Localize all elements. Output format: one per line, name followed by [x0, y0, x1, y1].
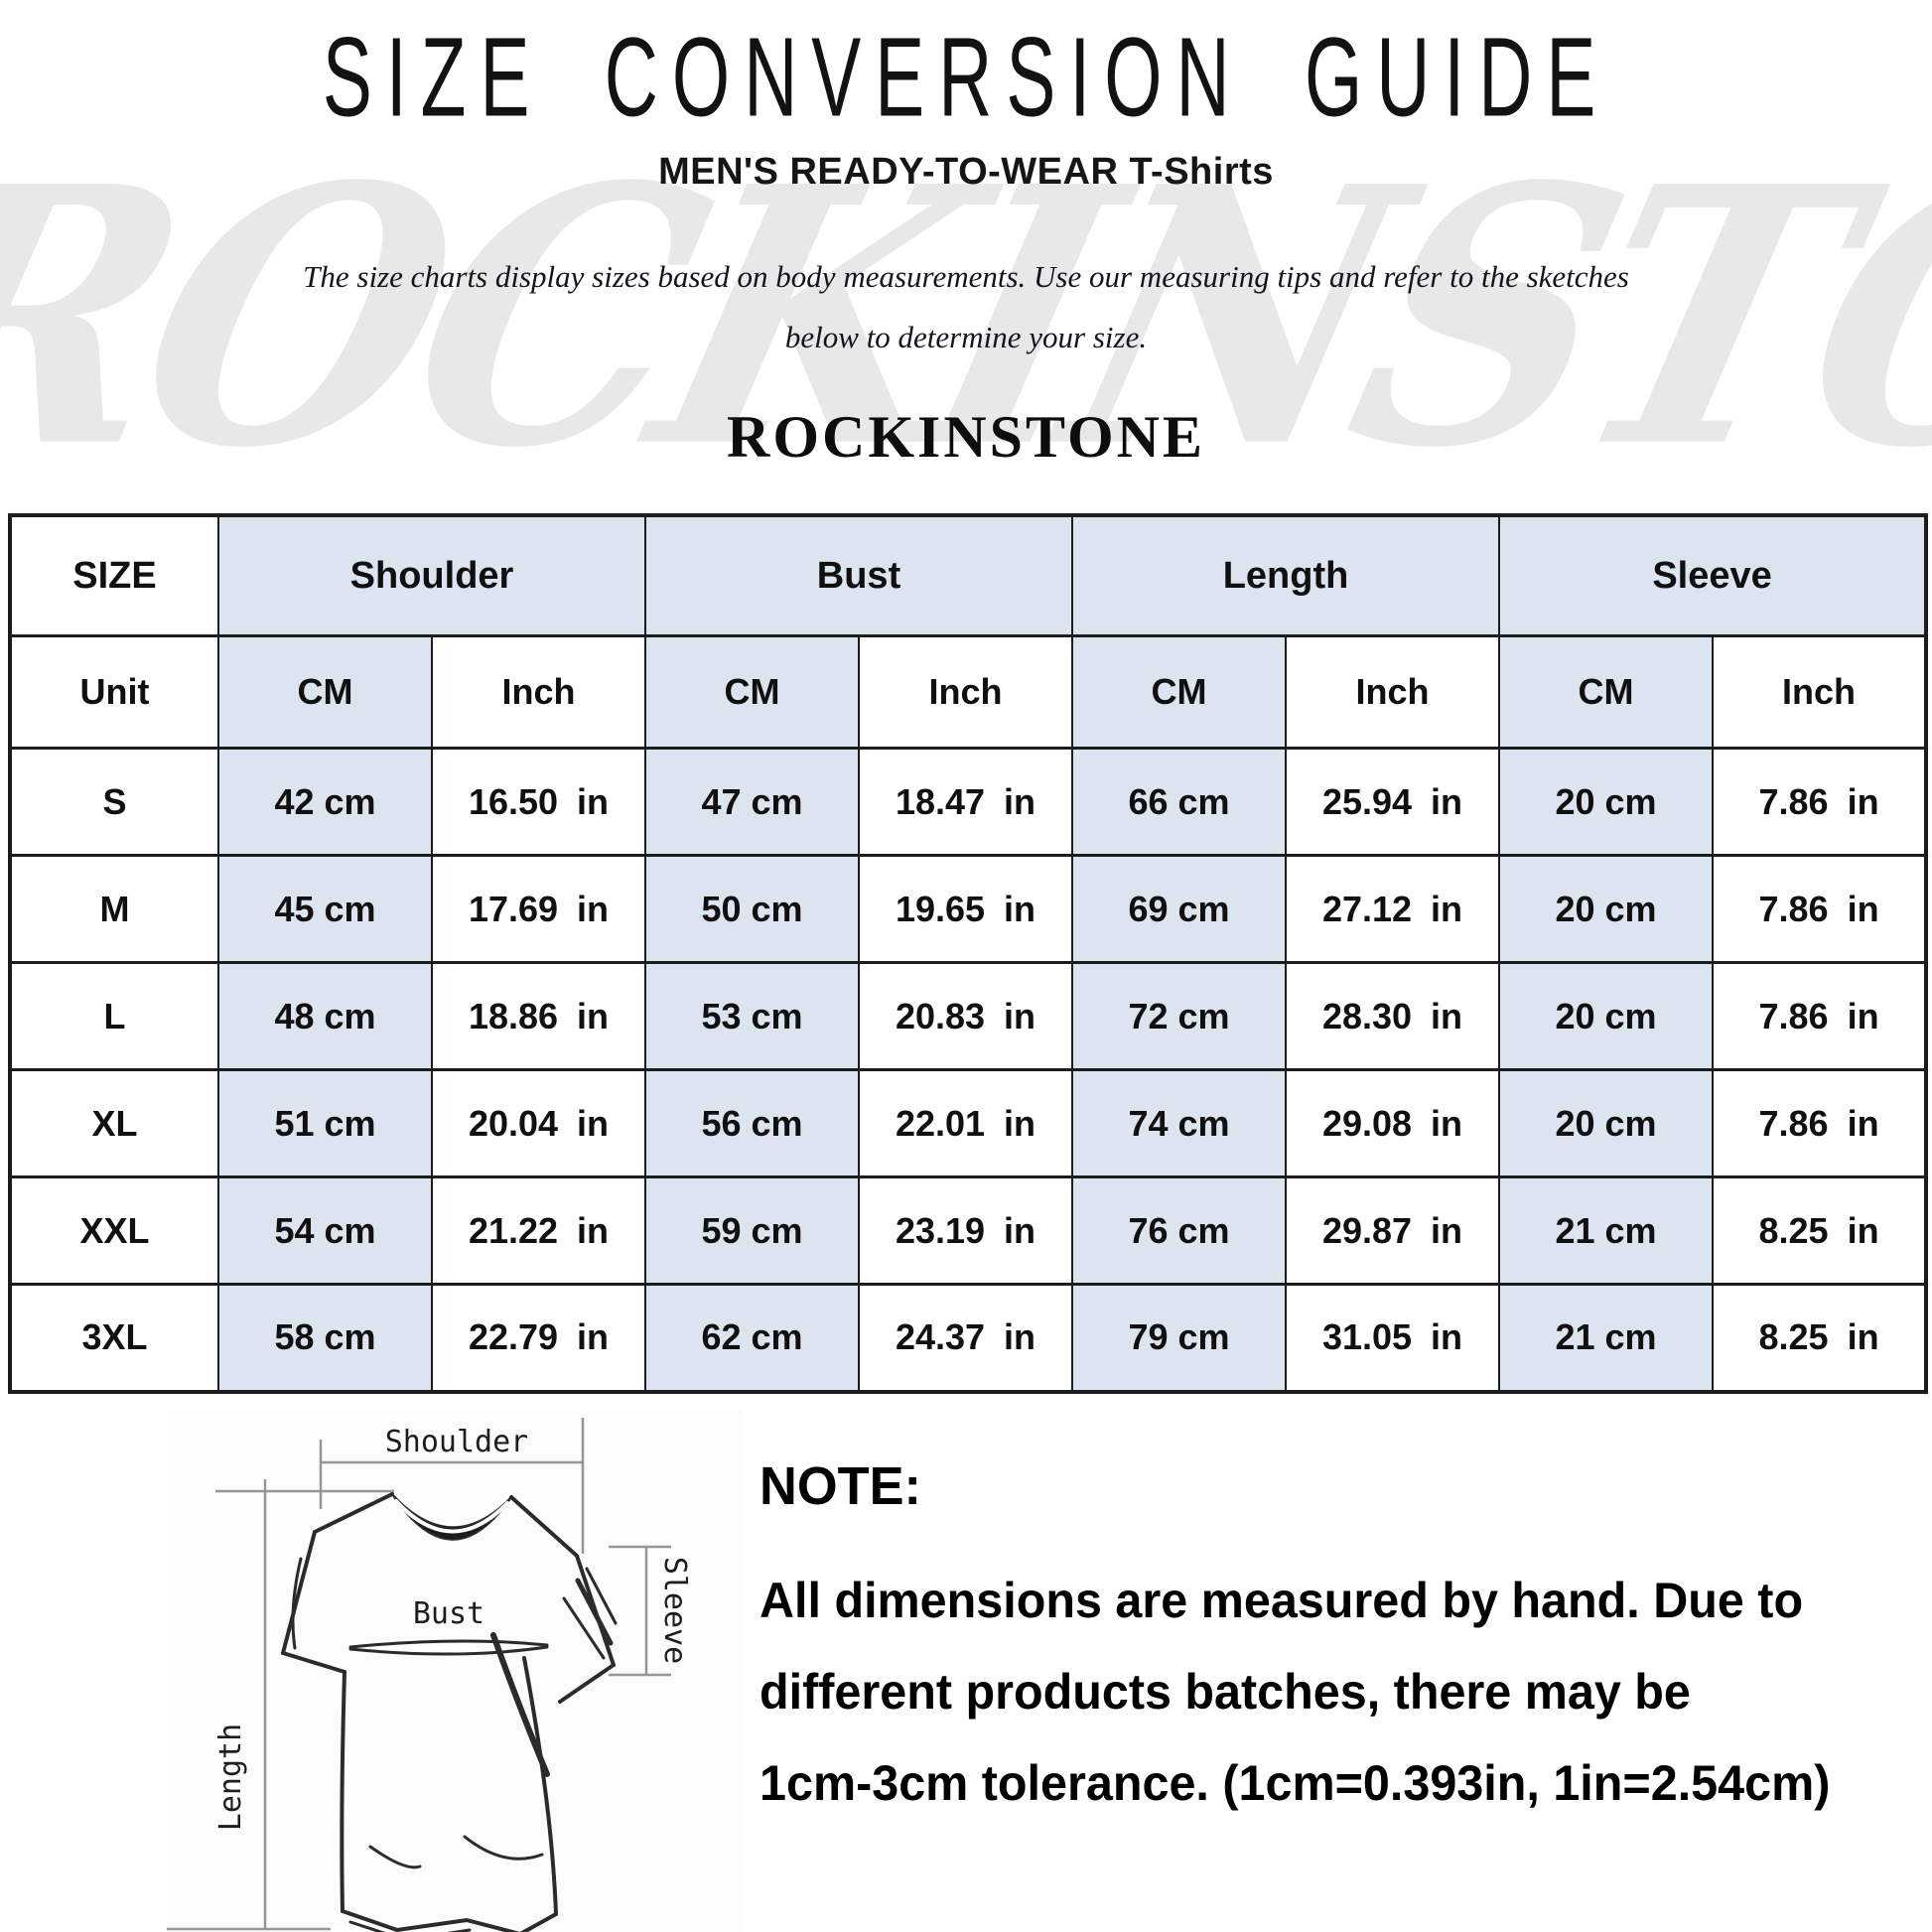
measurement-cell: 23.19 in [857, 1175, 1074, 1286]
measurement-cell: 19.65 in [857, 854, 1074, 964]
measurement-cell: 79 cm [1071, 1283, 1288, 1393]
diagram-length-label: Length [213, 1724, 248, 1831]
table-unit-row: Unit CM Inch CM Inch CM Inch CM Inch [9, 634, 1928, 750]
measurement-cell: 20 cm [1498, 961, 1715, 1071]
note-line: 1cm-3cm tolerance. (1cm=0.393in, 1in=2.5… [759, 1755, 1831, 1811]
description-text: The size charts display sizes based on b… [0, 246, 1932, 367]
column-header-bust: Bust [643, 513, 1074, 637]
measurement-cell: 69 cm [1071, 854, 1288, 964]
measurement-cell: 53 cm [644, 961, 860, 1071]
tshirt-outline [281, 1492, 618, 1932]
measurement-cell: 45 cm [217, 854, 433, 964]
measurement-cell: 74 cm [1071, 1068, 1288, 1178]
size-table: SIZE Shoulder Bust Length Sleeve Unit CM… [8, 513, 1929, 1394]
measurement-cell: 58 cm [217, 1283, 433, 1393]
unit-cell: CM [644, 634, 860, 750]
measurement-cell: 42 cm [217, 747, 433, 857]
table-row: M 45 cm 17.69 in 50 cm 19.65 in 69 cm 27.12 in… [9, 854, 1928, 964]
unit-cell: Inch [431, 634, 646, 750]
unit-cell: CM [1498, 634, 1715, 750]
measurement-cell: 21 cm [1498, 1175, 1715, 1286]
measurement-cell: 66 cm [1071, 747, 1288, 857]
size-label: 3XL [9, 1283, 219, 1393]
tshirt-measurement-diagram: Shoulder Bust Length Sleeve [167, 1410, 743, 1932]
size-label: XXL [9, 1175, 219, 1286]
unit-cell: Inch [1285, 634, 1501, 750]
table-row: XL 51 cm 20.04 in 56 cm 22.01 in 74 cm 29.08 i… [9, 1068, 1928, 1178]
measurement-cell: 27.12 in [1285, 854, 1501, 964]
unit-cell: CM [217, 634, 433, 750]
diagram-sleeve-label: Sleeve [657, 1557, 692, 1664]
measurement-cell: 20.04 in [431, 1068, 646, 1178]
brand-name: ROCKINSTONE [726, 404, 1205, 470]
measurement-cell: 16.50 in [431, 747, 646, 857]
measurement-cell: 31.05 in [1285, 1283, 1501, 1393]
note-line: different products batches, there may be [759, 1664, 1691, 1720]
measurement-cell: 8.25 in [1712, 1175, 1928, 1286]
measurement-cell: 25.94 in [1285, 747, 1501, 857]
measurement-cell: 22.01 in [857, 1068, 1074, 1178]
measurement-cell: 47 cm [644, 747, 860, 857]
diagram-shoulder-label: Shoulder [385, 1425, 529, 1459]
measurement-cell: 17.69 in [431, 854, 646, 964]
measurement-cell: 59 cm [644, 1175, 860, 1286]
unit-cell: Inch [1712, 634, 1928, 750]
measurement-cell: 7.86 in [1712, 747, 1928, 857]
measurement-cell: 51 cm [217, 1068, 433, 1178]
measurement-cell: 29.08 in [1285, 1068, 1501, 1178]
measurement-cell: 7.86 in [1712, 1068, 1928, 1178]
table-row: XXL 54 cm 21.22 in 59 cm 23.19 in 76 cm 29.87 … [9, 1175, 1928, 1286]
column-header-sleeve: Sleeve [1498, 513, 1928, 637]
unit-cell: Inch [857, 634, 1074, 750]
column-header-size: SIZE [9, 513, 219, 637]
unit-label: Unit [9, 634, 219, 750]
measurement-cell: 72 cm [1071, 961, 1288, 1071]
measurement-cell: 8.25 in [1712, 1283, 1928, 1393]
description-line: below to determine your size. [784, 320, 1148, 354]
measurement-cell: 18.86 in [431, 961, 646, 1071]
column-header-shoulder: Shoulder [217, 513, 646, 637]
measurement-cell: 50 cm [644, 854, 860, 964]
measurement-cell: 22.79 in [431, 1283, 646, 1393]
measurement-cell: 62 cm [644, 1283, 860, 1393]
unit-cell: CM [1071, 634, 1288, 750]
measurement-cell: 20 cm [1498, 1068, 1715, 1178]
measurement-lines [167, 1418, 671, 1931]
measurement-cell: 7.86 in [1712, 961, 1928, 1071]
measurement-cell: 21.22 in [431, 1175, 646, 1286]
table-header-row: SIZE Shoulder Bust Length Sleeve [9, 513, 1928, 637]
measurement-cell: 20 cm [1498, 747, 1715, 857]
column-header-length: Length [1071, 513, 1501, 637]
measurement-cell: 24.37 in [857, 1283, 1074, 1393]
table-row: 3XL 58 cm 22.79 in 62 cm 24.37 in 79 cm 31.05 … [9, 1283, 1928, 1393]
page-title: SIZE CONVERSION GUIDE [322, 15, 1610, 141]
measurement-cell: 7.86 in [1712, 854, 1928, 964]
category-subtitle: MEN'S READY-TO-WEAR T-Shirts [658, 151, 1274, 193]
measurement-cell: 29.87 in [1285, 1175, 1501, 1286]
measurement-cell: 76 cm [1071, 1175, 1288, 1286]
measurement-cell: 28.30 in [1285, 961, 1501, 1071]
measurement-cell: 56 cm [644, 1068, 860, 1178]
measurement-cell: 54 cm [217, 1175, 433, 1286]
note-heading: NOTE: [759, 1456, 921, 1516]
size-label: S [9, 747, 219, 857]
note-line: All dimensions are measured by hand. Due… [759, 1573, 1804, 1628]
note-section: NOTE: All dimensions are measured by han… [759, 1455, 1891, 1829]
description-line: The size charts display sizes based on b… [303, 259, 1629, 294]
measurement-cell: 48 cm [217, 961, 433, 1071]
measurement-cell: 21 cm [1498, 1283, 1715, 1393]
diagram-bust-label: Bust [413, 1596, 484, 1631]
measurement-cell: 18.47 in [857, 747, 1074, 857]
table-row: L 48 cm 18.86 in 53 cm 20.83 in 72 cm 28.30 in… [9, 961, 1928, 1071]
table-row: S 42 cm 16.50 in 47 cm 18.47 in 66 cm 25.94 in… [9, 747, 1928, 857]
size-label: L [9, 961, 219, 1071]
measurement-cell: 20.83 in [857, 961, 1074, 1071]
size-label: M [9, 854, 219, 964]
size-label: XL [9, 1068, 219, 1178]
measurement-cell: 20 cm [1498, 854, 1715, 964]
